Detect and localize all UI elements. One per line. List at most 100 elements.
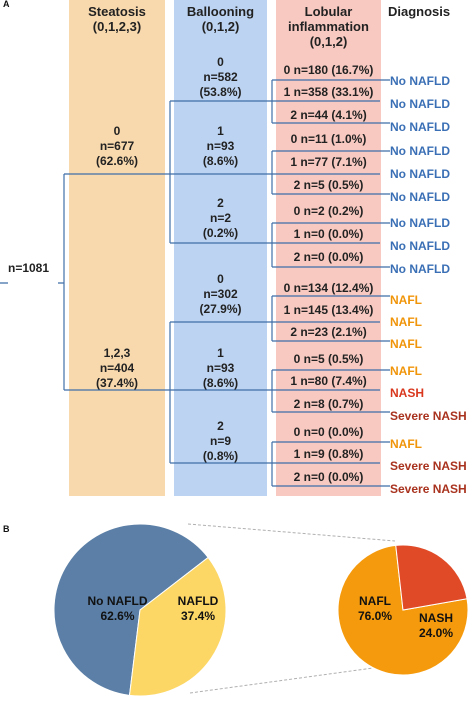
ballooning-column <box>174 0 267 496</box>
panel-b-label: B <box>3 524 10 534</box>
lobular-node: 1 n=0 (0.0%) <box>293 227 364 241</box>
ballooning-percent: (8.6%) <box>202 154 239 168</box>
diagnosis-label: NAFL <box>390 315 422 329</box>
steatosis-grade: 0 <box>113 124 121 138</box>
pie-label-no-nafld: No NAFLD 62.6% <box>80 594 155 624</box>
diagnosis-label: NAFL <box>390 337 422 351</box>
lobular-header-range: (0,1,2) <box>309 34 348 49</box>
ballooning-count: n=2 <box>209 211 231 225</box>
ballooning-count: n=93 <box>206 139 235 153</box>
lobular-node: 1 n=77 (7.1%) <box>290 155 367 169</box>
ballooning-grade: 0 <box>217 55 224 69</box>
lobular-node: 2 n=0 (0.0%) <box>293 470 364 484</box>
ballooning-node: 1 n=93 (8.6%) <box>174 346 267 391</box>
ballooning-percent: (0.8%) <box>202 449 239 463</box>
connector-line <box>0 173 380 391</box>
lobular-node: 2 n=44 (4.1%) <box>290 108 367 122</box>
connector-line <box>169 100 380 244</box>
lobular-header-title-2: inflammation <box>288 19 369 34</box>
ballooning-node: 2 n=9 (0.8%) <box>174 419 267 464</box>
steatosis-count: n=677 <box>99 139 135 153</box>
lobular-node: 0 n=2 (0.2%) <box>293 204 364 218</box>
steatosis-column <box>69 0 165 496</box>
left-pie <box>53 523 227 697</box>
slice-label: NAFLD <box>177 594 219 608</box>
slice-percent: 76.0% <box>357 609 393 623</box>
diagnosis-label: No NAFLD <box>390 239 450 253</box>
lobular-node: 1 n=358 (33.1%) <box>283 85 374 99</box>
diagnosis-label: Severe NASH <box>390 409 467 423</box>
root-node: n=1081 <box>8 261 50 275</box>
slice-label: NASH <box>418 611 453 625</box>
ballooning-percent: (27.9%) <box>199 302 242 316</box>
pie-slice-nash <box>395 544 468 611</box>
lobular-header-title-1: Lobular <box>304 4 353 19</box>
diagnosis-label: No NAFLD <box>390 167 450 181</box>
lobular-node: 1 n=80 (7.4%) <box>290 374 367 388</box>
lobular-column <box>276 0 381 496</box>
connector-line <box>271 369 390 413</box>
lobular-node: 2 n=5 (0.5%) <box>293 178 364 192</box>
diagnosis-label: No NAFLD <box>390 216 450 230</box>
slice-label: NAFL <box>359 594 391 608</box>
connector-line <box>271 150 390 195</box>
connector-line <box>271 79 390 124</box>
lobular-node: 0 n=0 (0.0%) <box>293 425 364 439</box>
lobular-node: 2 n=0 (0.0%) <box>293 250 364 264</box>
lobular-node: 0 n=180 (16.7%) <box>283 63 374 77</box>
tree-connectors <box>0 79 390 487</box>
diagnosis-label: No NAFLD <box>390 74 450 88</box>
zoom-connector-bottom <box>189 664 396 694</box>
diagnosis-label: No NAFLD <box>390 190 450 204</box>
steatosis-header: Steatosis (0,1,2,3) <box>69 4 165 34</box>
steatosis-header-title: Steatosis <box>88 4 146 19</box>
panel-a-label: A <box>3 0 10 9</box>
steatosis-percent: (37.4%) <box>95 376 139 390</box>
steatosis-grade: 1,2,3 <box>103 346 131 360</box>
slice-percent: 24.0% <box>418 626 454 640</box>
diagnosis-label: No NAFLD <box>390 97 450 111</box>
pie-label-nafld: NAFLD 37.4% <box>170 594 226 624</box>
lobular-header: Lobular inflammation (0,1,2) <box>276 4 381 49</box>
lobular-node: 0 n=134 (12.4%) <box>283 281 374 295</box>
diagnosis-label: No NAFLD <box>390 144 450 158</box>
slice-percent: 37.4% <box>180 609 216 623</box>
slice-percent: 62.6% <box>100 609 135 623</box>
connector-line <box>169 321 380 464</box>
steatosis-node: 1,2,3 n=404 (37.4%) <box>69 346 165 391</box>
pie-slice-nafld <box>128 556 227 697</box>
lobular-node: 2 n=23 (2.1%) <box>290 325 367 339</box>
diagnosis-label: NASH <box>390 386 425 400</box>
ballooning-grade: 2 <box>217 419 224 433</box>
diagnosis-label: No NAFLD <box>390 120 450 134</box>
ballooning-percent: (8.6%) <box>202 376 239 390</box>
zoom-connector-top <box>187 523 396 542</box>
connector-line <box>271 295 390 342</box>
pie-slice-no-nafld <box>53 523 209 696</box>
diagnosis-label: NAFL <box>390 437 422 451</box>
steatosis-header-range: (0,1,2,3) <box>92 19 142 34</box>
connector-line <box>271 441 390 487</box>
steatosis-node: 0 n=677 (62.6%) <box>69 124 165 169</box>
lobular-node: 0 n=5 (0.5%) <box>293 352 364 366</box>
ballooning-grade: 0 <box>217 272 224 286</box>
diagnosis-label: Severe NASH <box>390 459 467 473</box>
diagnosis-header: Diagnosis <box>388 4 451 19</box>
lobular-node: 1 n=145 (13.4%) <box>283 303 374 317</box>
lobular-node: 1 n=9 (0.8%) <box>293 447 364 461</box>
ballooning-percent: (53.8%) <box>199 85 242 99</box>
lobular-node: 0 n=11 (1.0%) <box>290 132 367 146</box>
ballooning-grade: 2 <box>217 196 224 210</box>
ballooning-count: n=93 <box>206 361 235 375</box>
ballooning-grade: 1 <box>217 346 224 360</box>
lobular-node: 2 n=8 (0.7%) <box>293 397 364 411</box>
connector-line <box>271 222 390 268</box>
ballooning-count: n=582 <box>203 70 238 84</box>
steatosis-percent: (62.6%) <box>95 154 139 168</box>
pie-label-nafl: NAFL 76.0% <box>350 594 400 624</box>
pie-label-nash: NASH 24.0% <box>411 611 461 641</box>
ballooning-header-range: (0,1,2) <box>201 19 240 34</box>
diagnosis-label: NAFL <box>390 293 422 307</box>
diagnosis-label: NAFL <box>390 364 422 378</box>
